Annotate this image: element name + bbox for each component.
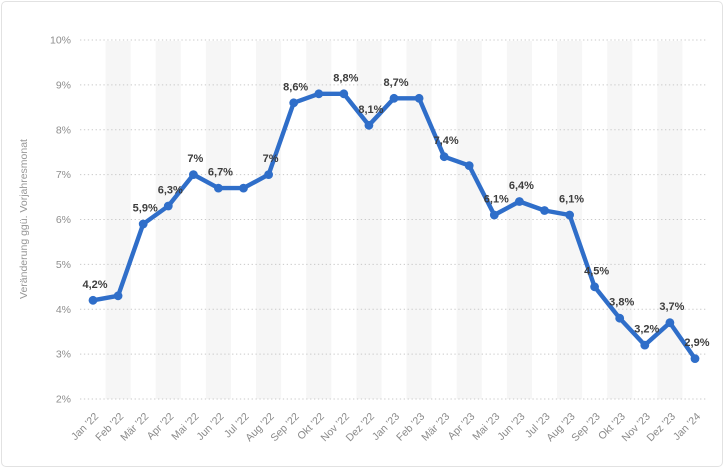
x-axis-tick-label: Dez '22 [344, 411, 378, 445]
data-point-label: 3,2% [634, 324, 659, 336]
x-axis-tick-label: Mär '22 [118, 411, 151, 444]
data-point-label: 8,8% [333, 72, 358, 84]
data-point-markers [88, 89, 700, 363]
y-axis-tick-label: 3% [56, 349, 71, 361]
data-point-marker[interactable] [515, 197, 524, 206]
y-axis-tick-label: 10% [50, 35, 71, 47]
y-axis-labels: 10% 9% 8% 7% 6% 5% 4% 3% 2% [50, 35, 71, 406]
y-axis-tick-label: 5% [56, 259, 71, 271]
data-point-marker[interactable] [615, 313, 625, 323]
data-point-marker[interactable] [138, 219, 148, 229]
data-point-label: 2,9% [684, 337, 709, 349]
gridlines [80, 39, 708, 400]
data-point-marker[interactable] [264, 170, 273, 180]
data-point-label: 4,2% [83, 279, 108, 291]
data-point-marker[interactable] [464, 161, 474, 171]
y-axis-title: Veränderung ggü. Vorjahresmonat [18, 139, 30, 299]
data-point-label: 6,4% [509, 180, 534, 192]
data-point-label: 8,7% [383, 77, 408, 89]
data-point-label: 8,1% [358, 104, 383, 116]
data-point-marker[interactable] [314, 89, 324, 99]
column-stripe [205, 41, 231, 399]
data-point-label: 7,4% [434, 135, 459, 147]
y-axis-tick-label: 9% [56, 79, 71, 91]
data-point-marker[interactable] [163, 201, 173, 211]
data-point-label: 3,8% [609, 297, 634, 309]
data-point-marker[interactable] [88, 295, 98, 305]
y-axis-tick-label: 7% [56, 169, 71, 181]
y-axis-tick-label: 6% [56, 214, 71, 226]
data-point-marker[interactable] [414, 93, 424, 103]
data-point-marker[interactable] [214, 183, 223, 193]
data-point-label: 6,1% [484, 194, 509, 206]
x-axis-tick-label: Sep '22 [268, 411, 302, 445]
data-point-marker[interactable] [590, 282, 599, 292]
data-point-marker[interactable] [364, 120, 374, 130]
data-series-line [90, 91, 698, 361]
data-point-label: 3,7% [659, 301, 684, 313]
data-point-label: 6,7% [208, 167, 233, 179]
data-point-label: 7% [187, 153, 203, 165]
data-point-marker[interactable] [113, 291, 123, 301]
data-point-label: 8,6% [283, 81, 308, 93]
column-stripe [105, 41, 131, 399]
x-axis-tick-label: Jun '22 [194, 411, 226, 443]
series-line [90, 91, 698, 361]
data-point-marker[interactable] [289, 98, 299, 108]
data-point-marker[interactable] [565, 210, 574, 220]
x-axis-tick-label: Dez '23 [645, 411, 679, 445]
data-point-marker[interactable] [690, 354, 700, 363]
data-point-label: 5,9% [133, 202, 158, 214]
data-point-marker[interactable] [489, 210, 499, 220]
data-point-label: 4,5% [584, 265, 609, 277]
x-axis-tick-label: Jan '24 [671, 411, 703, 443]
y-axis-tick-label: 4% [56, 304, 71, 316]
data-point-label: 7% [263, 153, 279, 165]
column-stripe [456, 41, 482, 399]
data-point-marker[interactable] [640, 340, 650, 350]
x-axis-tick-label: Mär '23 [419, 411, 452, 444]
column-stripe [155, 41, 181, 399]
x-axis-tick-label: Sep '23 [569, 411, 603, 445]
data-point-marker[interactable] [339, 89, 349, 99]
y-axis-tick-label: 2% [56, 394, 71, 406]
column-stripe [506, 41, 532, 399]
data-point-marker[interactable] [439, 152, 449, 162]
data-point-marker[interactable] [189, 170, 198, 180]
data-point-marker[interactable] [239, 183, 248, 193]
data-point-label: 6,1% [559, 194, 584, 206]
data-point-marker[interactable] [665, 318, 675, 328]
data-labels: 4,2% 5,9%6,3% 7% 6,7% 7% 8,6% 8,8% 8,1% 8,7% 7,4%… [83, 72, 710, 349]
data-point-marker[interactable] [389, 93, 399, 103]
y-axis-tick-label: 8% [56, 124, 71, 136]
data-point-label: 6,3% [158, 185, 183, 197]
x-axis-tick-label: Jun '23 [495, 411, 527, 443]
data-point-marker[interactable] [540, 206, 549, 215]
